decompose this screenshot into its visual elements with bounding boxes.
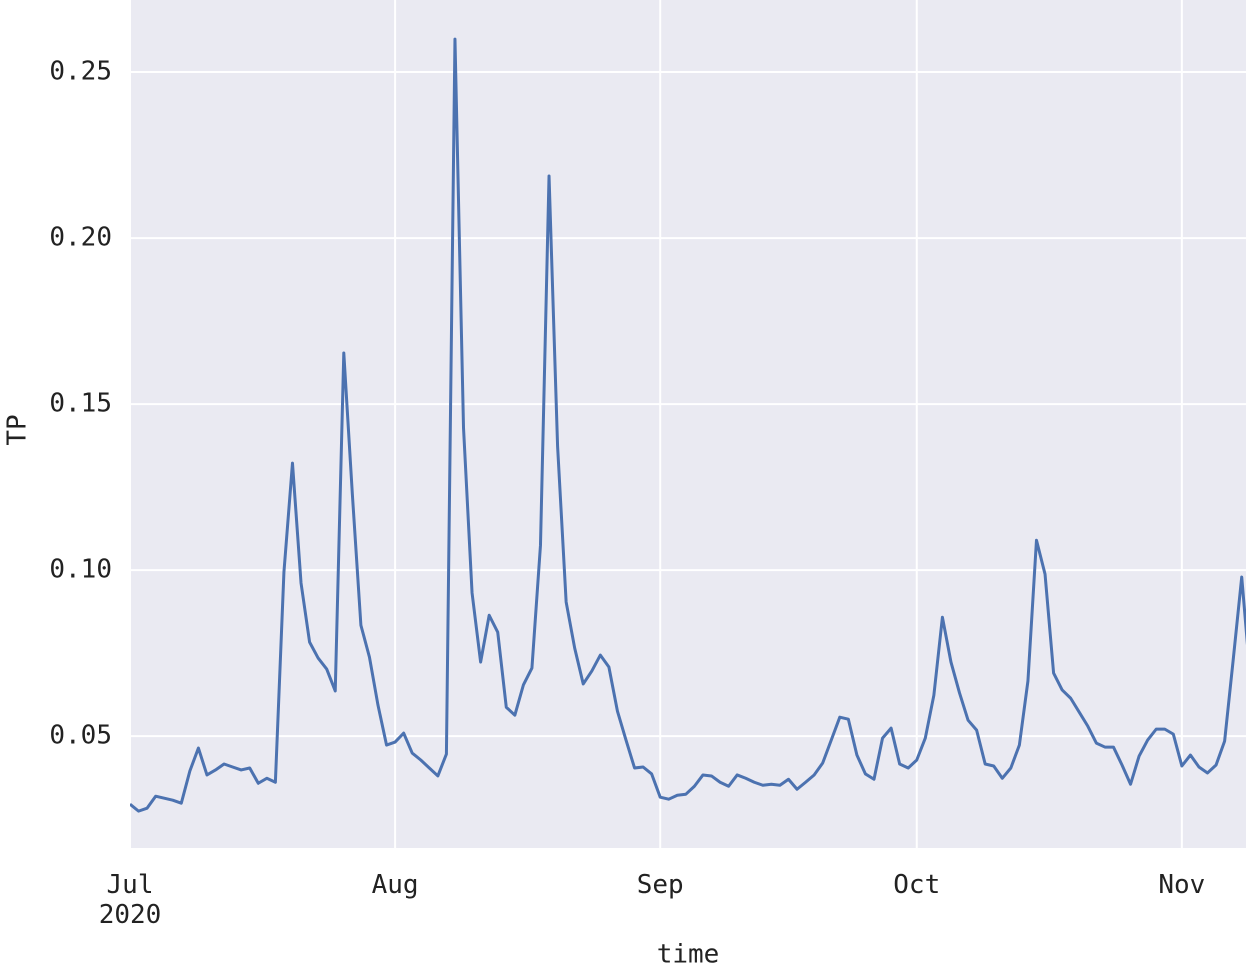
- data-line: [130, 37, 1246, 813]
- x-tick-label: Jul 2020: [98, 870, 162, 930]
- x-tick-label: Nov: [1158, 870, 1206, 900]
- y-tick-label: 0.25: [49, 57, 112, 87]
- y-axis-label: TP: [3, 414, 33, 445]
- x-tick-label: Aug: [371, 870, 419, 900]
- x-tick-label: Sep: [636, 870, 684, 900]
- x-axis-label: time: [657, 940, 720, 970]
- plot-area: [130, 0, 1246, 848]
- x-tick-label: Oct: [893, 870, 941, 900]
- y-tick-label: 0.10: [49, 555, 112, 585]
- y-tick-label: 0.20: [49, 223, 112, 253]
- y-tick-label: 0.15: [49, 389, 112, 419]
- y-tick-label: 0.05: [49, 721, 112, 751]
